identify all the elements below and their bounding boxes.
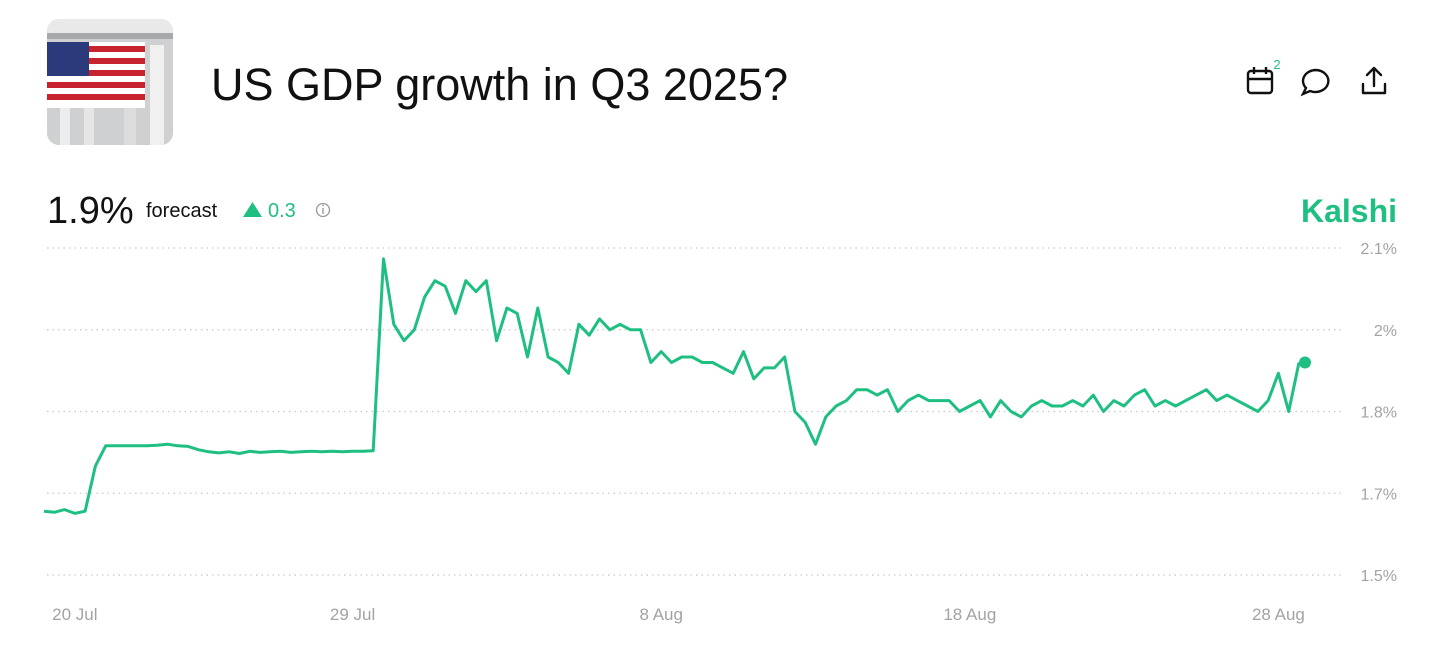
share-button[interactable] [1361, 66, 1387, 95]
x-tick-label: 18 Aug [943, 605, 996, 624]
comment-button[interactable] [1300, 68, 1330, 97]
calendar-badge: 2 [1273, 57, 1280, 72]
y-tick-label: 1.7% [1361, 486, 1397, 503]
series-line [43, 257, 1301, 515]
market-title: US GDP growth in Q3 2025? [211, 59, 788, 110]
y-tick-label: 1.5% [1361, 568, 1397, 585]
forecast-value: 1.9% [47, 190, 134, 232]
y-tick-label: 2% [1374, 323, 1397, 340]
market-thumbnail [47, 19, 173, 145]
x-tick-label: 8 Aug [639, 605, 683, 624]
info-button[interactable] [315, 202, 331, 218]
x-tick-label: 28 Aug [1252, 605, 1305, 624]
change-arrow [243, 202, 262, 217]
x-tick-label: 20 Jul [52, 605, 97, 624]
forecast-change: 0.3 [268, 200, 296, 222]
y-tick-label: 2.1% [1361, 241, 1397, 258]
last-point [1299, 356, 1311, 369]
brand-logo: Kalshi [1301, 193, 1397, 229]
forecast-label: forecast [146, 200, 218, 222]
calendar-button[interactable] [1246, 67, 1274, 95]
x-tick-label: 29 Jul [330, 605, 375, 624]
y-tick-label: 1.8% [1361, 405, 1397, 422]
